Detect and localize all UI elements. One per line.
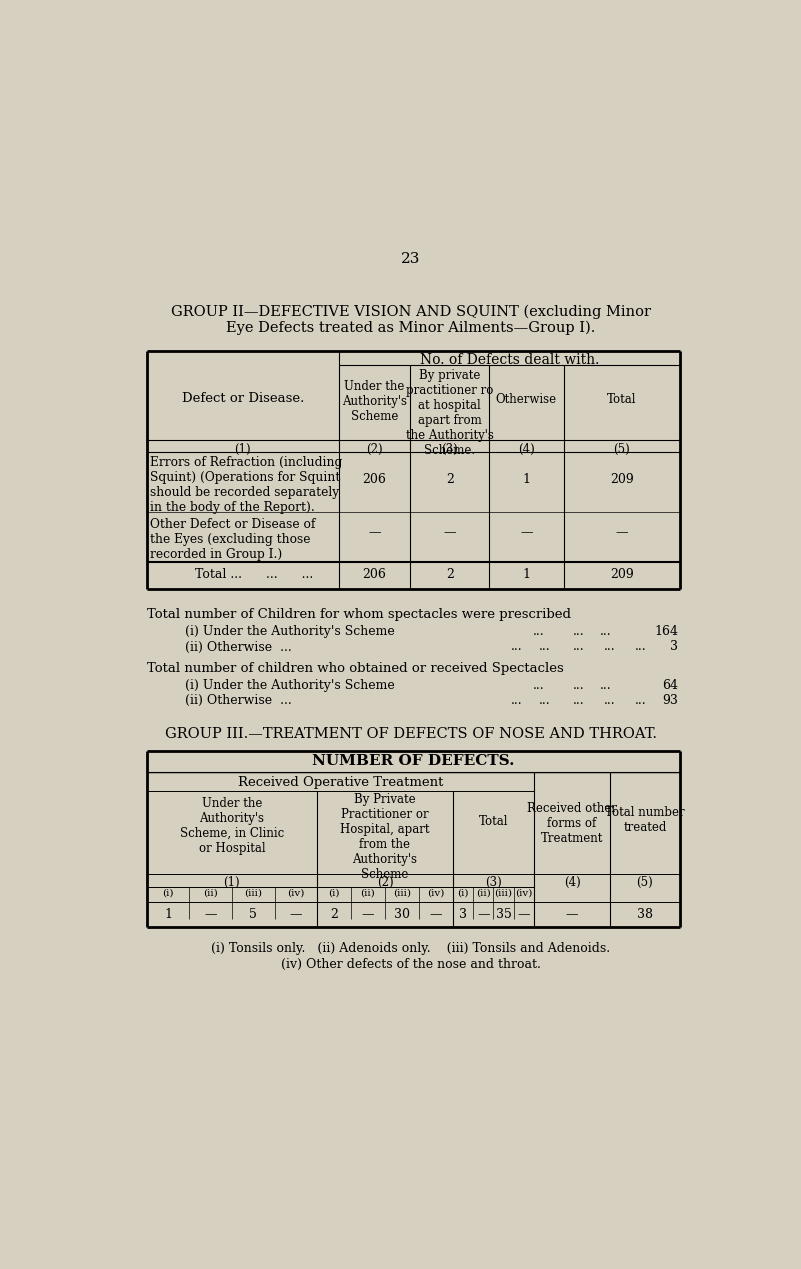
Text: NUMBER OF DEFECTS.: NUMBER OF DEFECTS. [312, 754, 514, 769]
Text: ...: ... [635, 641, 646, 654]
Text: 93: 93 [662, 694, 678, 707]
Text: (iv): (iv) [515, 888, 533, 897]
Text: —: — [429, 907, 442, 920]
Text: Total: Total [479, 815, 508, 829]
Text: (i) Tonsils only.   (ii) Adenoids only.    (iii) Tonsils and Adenoids.: (i) Tonsils only. (ii) Adenoids only. (i… [211, 943, 610, 956]
Text: Received Operative Treatment: Received Operative Treatment [238, 775, 443, 789]
Text: (i) Under the Authority's Scheme: (i) Under the Authority's Scheme [185, 626, 395, 638]
Text: Total number of Children for whom spectacles were prescribed: Total number of Children for whom specta… [147, 608, 570, 621]
Text: 3: 3 [459, 907, 467, 920]
Text: 30: 30 [394, 907, 410, 920]
Text: ...: ... [635, 694, 646, 707]
Text: ...: ... [511, 694, 522, 707]
Text: GROUP III.—TREATMENT OF DEFECTS OF NOSE AND THROAT.: GROUP III.—TREATMENT OF DEFECTS OF NOSE … [165, 727, 657, 741]
Text: —: — [615, 525, 628, 539]
Text: 2: 2 [445, 569, 453, 581]
Text: ...: ... [604, 641, 615, 654]
Text: Total number
treated: Total number treated [605, 806, 685, 834]
Text: (1): (1) [223, 876, 240, 890]
Text: (5): (5) [637, 876, 654, 890]
Text: Under the
Authority's
Scheme, in Clinic
or Hospital: Under the Authority's Scheme, in Clinic … [179, 797, 284, 855]
Text: —: — [368, 525, 380, 539]
Text: By Private
Practitioner or
Hospital, apart
from the
Authority's
Scheme: By Private Practitioner or Hospital, apa… [340, 793, 429, 881]
Text: (i): (i) [162, 888, 174, 897]
Text: ...: ... [533, 626, 544, 638]
Text: (3): (3) [485, 876, 501, 890]
Text: (iv) Other defects of the nose and throat.: (iv) Other defects of the nose and throa… [281, 958, 541, 971]
Text: —: — [517, 907, 530, 920]
Text: —: — [520, 525, 533, 539]
Text: 38: 38 [637, 907, 653, 920]
Text: Otherwise: Otherwise [496, 392, 557, 406]
Text: 35: 35 [496, 907, 512, 920]
Text: —: — [362, 907, 374, 920]
Text: Under the
Authority's
Scheme: Under the Authority's Scheme [342, 381, 407, 423]
Text: Total ...      ...      ...: Total ... ... ... [195, 569, 313, 581]
Text: 206: 206 [363, 569, 386, 581]
Text: Total: Total [607, 392, 637, 406]
Text: Total number of children who obtained or received Spectacles: Total number of children who obtained or… [147, 662, 563, 675]
Text: (2): (2) [376, 876, 393, 890]
Text: ...: ... [539, 694, 550, 707]
Text: 23: 23 [401, 253, 421, 266]
Text: (iii): (iii) [494, 888, 513, 897]
Text: —: — [290, 907, 302, 920]
Text: 1: 1 [522, 473, 530, 486]
Text: No. of Defects dealt with.: No. of Defects dealt with. [420, 353, 599, 367]
Text: (ii) Otherwise  ...: (ii) Otherwise ... [185, 641, 292, 654]
Text: —: — [566, 907, 578, 920]
Text: 2: 2 [445, 473, 453, 486]
Text: (ii): (ii) [476, 888, 491, 897]
Text: 209: 209 [610, 569, 634, 581]
Text: (ii): (ii) [360, 888, 376, 897]
Text: ...: ... [573, 641, 585, 654]
Text: By private
practitioner ro
at hospital
apart from
the Authority's
Scheme.: By private practitioner ro at hospital a… [406, 369, 493, 457]
Text: ...: ... [573, 679, 585, 692]
Text: 1: 1 [522, 569, 530, 581]
Text: Other Defect or Disease of
the Eyes (excluding those
recorded in Group I.): Other Defect or Disease of the Eyes (exc… [151, 518, 316, 561]
Text: ...: ... [600, 679, 612, 692]
Text: (ii): (ii) [203, 888, 218, 897]
Text: ...: ... [533, 679, 544, 692]
Text: ...: ... [539, 641, 550, 654]
Text: (1): (1) [235, 443, 251, 456]
Text: 64: 64 [662, 679, 678, 692]
Text: ...: ... [600, 626, 612, 638]
Text: GROUP II—DEFECTIVE VISION AND SQUINT (excluding Minor: GROUP II—DEFECTIVE VISION AND SQUINT (ex… [171, 305, 651, 319]
Text: (iv): (iv) [287, 888, 304, 897]
Text: 209: 209 [610, 473, 634, 486]
Text: 206: 206 [363, 473, 386, 486]
Text: (5): (5) [614, 443, 630, 456]
Text: (iv): (iv) [427, 888, 445, 897]
Text: (i): (i) [457, 888, 469, 897]
Text: 2: 2 [330, 907, 338, 920]
Text: ...: ... [573, 626, 585, 638]
Text: Eye Defects treated as Minor Ailments—Group I).: Eye Defects treated as Minor Ailments—Gr… [226, 320, 596, 335]
Text: ...: ... [511, 641, 522, 654]
Text: (4): (4) [564, 876, 581, 890]
Text: (ii) Otherwise  ...: (ii) Otherwise ... [185, 694, 292, 707]
Text: (4): (4) [518, 443, 535, 456]
Text: —: — [477, 907, 489, 920]
Text: (iii): (iii) [393, 888, 411, 897]
Text: (i) Under the Authority's Scheme: (i) Under the Authority's Scheme [185, 679, 395, 692]
Text: Defect or Disease.: Defect or Disease. [182, 392, 304, 405]
Text: ...: ... [604, 694, 615, 707]
Text: —: — [444, 525, 456, 539]
Text: (3): (3) [441, 443, 458, 456]
Text: 3: 3 [670, 641, 678, 654]
Text: —: — [204, 907, 217, 920]
Text: (2): (2) [366, 443, 383, 456]
Text: ...: ... [573, 694, 585, 707]
Text: 164: 164 [654, 626, 678, 638]
Text: (i): (i) [328, 888, 340, 897]
Text: Errors of Refraction (including
Squint) (Operations for Squint
should be recorde: Errors of Refraction (including Squint) … [151, 456, 343, 514]
Text: Received other
forms of
Treatment: Received other forms of Treatment [527, 802, 617, 845]
Text: 5: 5 [249, 907, 257, 920]
Text: (iii): (iii) [244, 888, 262, 897]
Text: 1: 1 [164, 907, 172, 920]
